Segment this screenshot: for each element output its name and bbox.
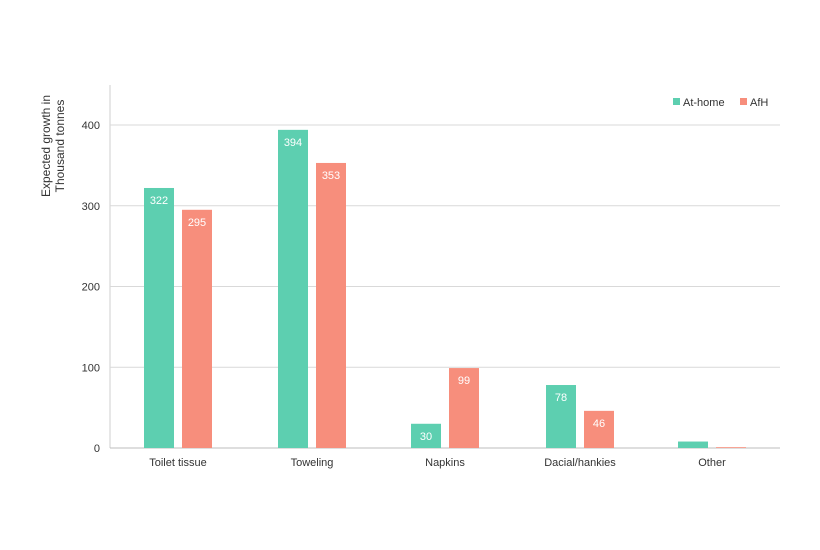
x-axis-category-labels: Toilet tissue Toweling Napkins Dacial/hanki… (149, 457, 726, 469)
y-tick-label: 0 (94, 443, 100, 455)
bar-at-home-3 (546, 385, 576, 448)
legend: At-home AfH (673, 97, 768, 109)
y-axis-label: Expected growth in Thousand tonnes (39, 95, 67, 197)
data-label: 46 (593, 418, 605, 430)
bar-at-home-4 (678, 441, 708, 448)
legend-label: AfH (750, 97, 768, 109)
y-tick-label: 200 (82, 282, 100, 294)
bars (144, 129, 746, 449)
bar-afh-2 (449, 368, 479, 448)
y-axis-ticks: 0 100 200 300 400 (82, 120, 100, 455)
x-category-label: Napkins (425, 457, 465, 469)
bar-afh-3 (584, 410, 614, 448)
y-tick-label: 400 (82, 120, 100, 132)
x-category-label: Toweling (291, 457, 334, 469)
data-label: 353 (322, 170, 340, 182)
bar-at-home-1 (278, 129, 308, 448)
data-label: 99 (458, 375, 470, 387)
x-category-label: Dacial/hankies (544, 457, 616, 469)
x-category-label: Toilet tissue (149, 457, 206, 469)
y-tick-label: 300 (82, 201, 100, 213)
data-labels: 322 295 394 353 30 99 78 46 (150, 137, 605, 443)
legend-swatch (740, 98, 747, 105)
data-label: 78 (555, 392, 567, 404)
bar-afh-4 (716, 447, 746, 448)
bar-at-home-2 (411, 423, 441, 448)
data-label: 322 (150, 195, 168, 207)
bar-afh-1 (316, 162, 346, 448)
y-axis-label-line-1: Expected growth in (39, 95, 53, 197)
data-label: 30 (420, 431, 432, 443)
legend-swatch (673, 98, 680, 105)
data-label: 295 (188, 217, 206, 229)
y-axis-label-line-2: Thousand tonnes (53, 100, 67, 193)
legend-label: At-home (683, 97, 725, 109)
bar-afh-0 (182, 209, 212, 448)
gridlines (109, 85, 780, 449)
bar-at-home-0 (144, 187, 174, 449)
x-category-label: Other (698, 457, 726, 469)
data-label: 394 (284, 137, 302, 149)
y-tick-label: 100 (82, 362, 100, 374)
